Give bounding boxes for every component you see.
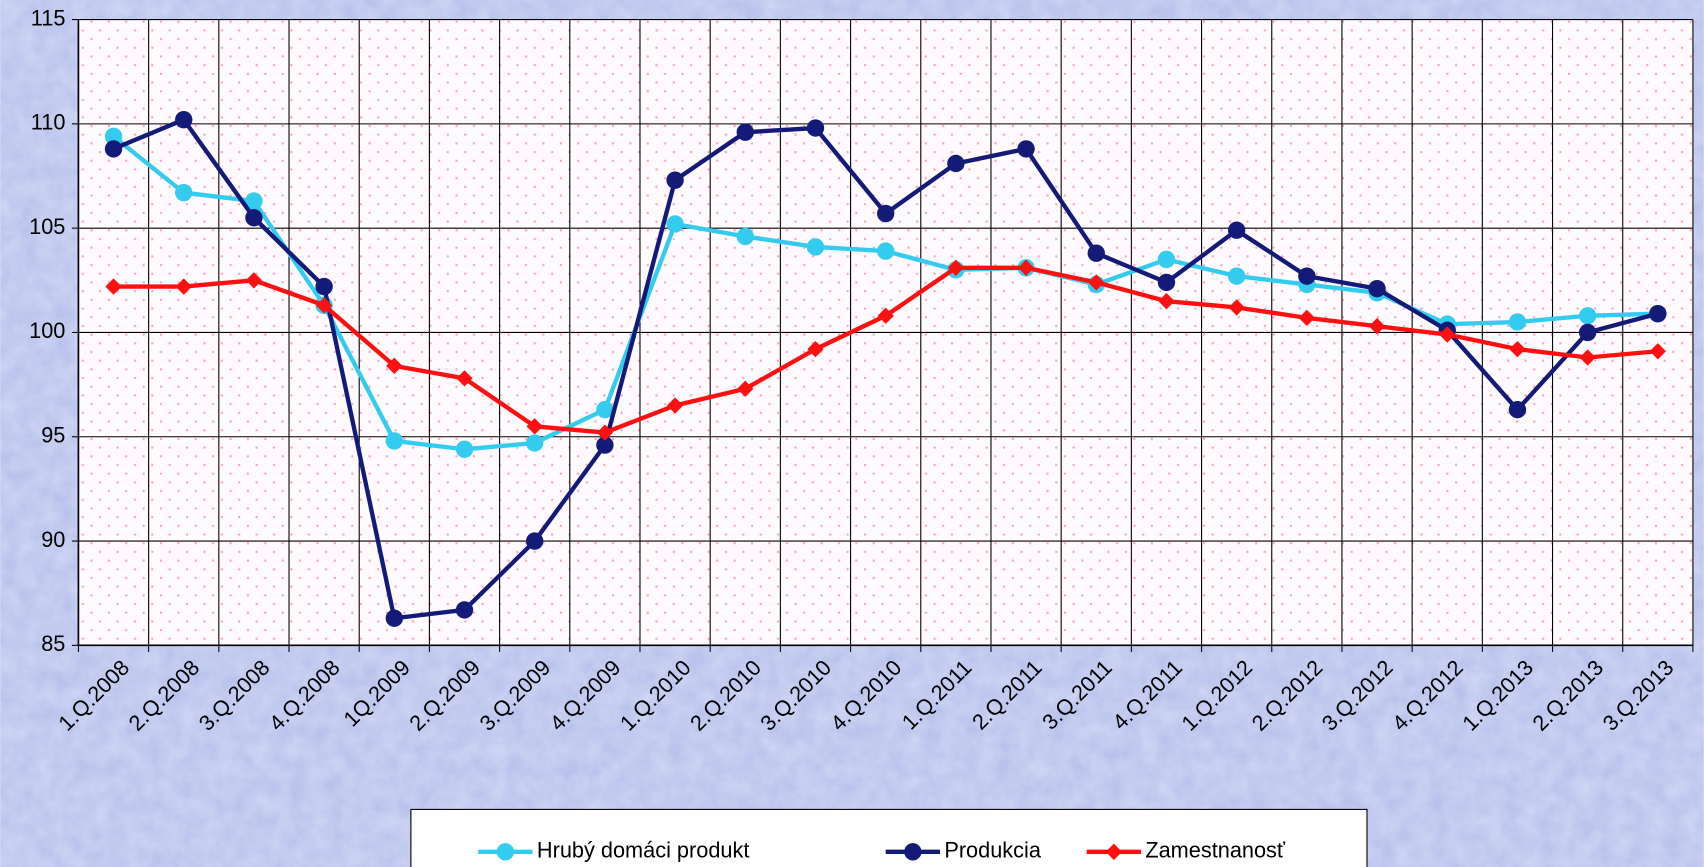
data-point: [947, 154, 965, 173]
data-point: [1368, 279, 1386, 298]
data-point: [104, 140, 123, 158]
data-point: [456, 370, 473, 387]
y-tick-label: 90: [41, 527, 65, 552]
legend-marker: [496, 843, 515, 861]
data-point: [666, 397, 684, 414]
data-point: [596, 400, 614, 419]
data-point: [1298, 309, 1315, 327]
data-point: [1017, 259, 1035, 276]
data-point: [315, 297, 333, 314]
data-point: [526, 434, 544, 452]
data-point: [806, 238, 825, 256]
data-point: [1649, 304, 1667, 323]
data-point: [1508, 313, 1527, 331]
data-point: [666, 215, 684, 233]
data-point: [1017, 140, 1035, 158]
data-point: [1227, 267, 1246, 285]
data-point: [1509, 340, 1526, 358]
data-point: [1227, 221, 1246, 239]
data-point: [1578, 323, 1597, 342]
data-point: [245, 192, 263, 210]
data-point: [736, 227, 754, 246]
data-point: [1157, 273, 1176, 292]
data-point: [455, 601, 474, 619]
data-point: [245, 209, 263, 227]
y-tick-label: 110: [31, 110, 66, 135]
legend-label: Zamestnanosť: [1145, 838, 1286, 863]
legend-label: Produkcia: [944, 838, 1041, 863]
data-point: [1579, 349, 1596, 366]
legend-marker: [904, 843, 922, 861]
legend-box: [410, 808, 1368, 867]
data-point: [385, 432, 404, 450]
data-point: [806, 119, 825, 137]
data-point: [876, 204, 895, 223]
legend-label: Hrubý domáci produkt: [537, 838, 749, 863]
data-point: [1088, 274, 1105, 291]
data-point: [175, 184, 193, 202]
y-tick-label: 105: [29, 214, 65, 239]
data-point: [104, 127, 123, 146]
data-point: [1157, 250, 1176, 269]
data-point: [526, 532, 544, 550]
data-point: [947, 259, 965, 276]
data-point: [596, 436, 614, 454]
y-tick-label: 95: [41, 422, 65, 447]
data-point: [175, 110, 193, 129]
data-point: [105, 278, 122, 295]
data-point: [1298, 267, 1316, 285]
data-point: [245, 272, 263, 289]
data-point: [526, 418, 543, 435]
data-point: [666, 171, 684, 189]
y-tick-label: 85: [41, 631, 65, 656]
data-point: [175, 278, 192, 295]
data-point: [385, 609, 404, 627]
data-point: [877, 307, 894, 324]
data-point: [455, 440, 474, 458]
data-point: [736, 123, 754, 141]
data-point: [876, 242, 895, 260]
data-point: [1578, 307, 1597, 325]
data-point: [1508, 400, 1527, 419]
data-point: [1158, 293, 1175, 310]
y-tick-label: 115: [31, 5, 66, 30]
data-point: [386, 357, 403, 374]
y-tick-label: 100: [29, 318, 65, 343]
data-point: [315, 277, 333, 296]
data-point: [1087, 244, 1105, 262]
data-point: [1368, 318, 1386, 335]
